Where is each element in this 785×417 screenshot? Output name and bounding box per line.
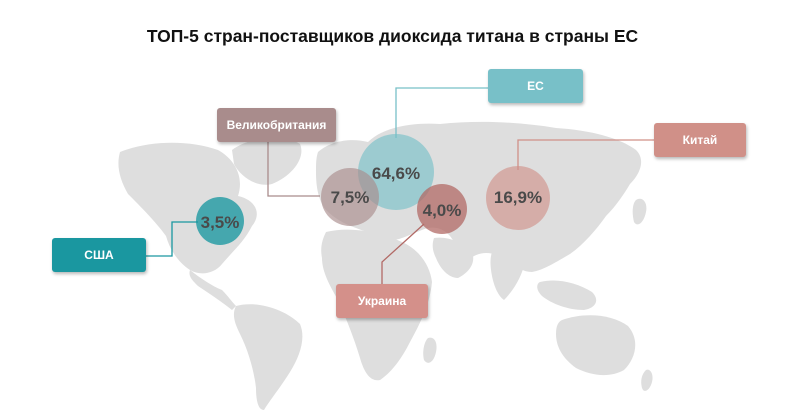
central-america-shape	[189, 270, 236, 310]
greenland-shape	[232, 137, 302, 185]
value-usa: 3,5%	[201, 213, 240, 232]
label-china: Китай	[654, 123, 746, 157]
label-uk: Великобритания	[217, 108, 336, 142]
connector-usa	[146, 221, 198, 257]
connectors	[146, 87, 654, 284]
value-ukraine: 4,0%	[423, 201, 462, 220]
label-ukraine: Украина	[336, 284, 428, 318]
value-uk: 7,5%	[331, 188, 370, 207]
bubble-uk	[321, 168, 379, 226]
value-china: 16,9%	[494, 188, 542, 207]
india-shape	[490, 251, 524, 300]
madagascar-shape	[423, 337, 437, 363]
label-eu: ЕС	[488, 69, 583, 103]
connector-china	[517, 139, 654, 170]
page-title: ТОП-5 стран-поставщиков диоксида титана …	[146, 26, 639, 46]
south-america-shape	[233, 304, 303, 410]
bubble-usa	[196, 197, 244, 245]
connector-eu	[395, 87, 488, 138]
connector-uk	[267, 142, 320, 197]
japan-shape	[632, 198, 647, 225]
australia-shape	[556, 315, 636, 376]
value-eu: 64,6%	[372, 164, 420, 183]
bubble-china	[486, 166, 550, 230]
arabia-shape	[432, 237, 474, 278]
se-asia-islands-shape	[537, 280, 597, 310]
bubbles	[196, 134, 550, 245]
bubble-ukraine	[417, 184, 467, 234]
values: 64,6% 16,9% 7,5% 4,0% 3,5%	[201, 164, 542, 232]
connector-ukraine	[381, 223, 425, 284]
label-usa: США	[52, 238, 146, 272]
new-zealand-shape	[641, 369, 653, 391]
